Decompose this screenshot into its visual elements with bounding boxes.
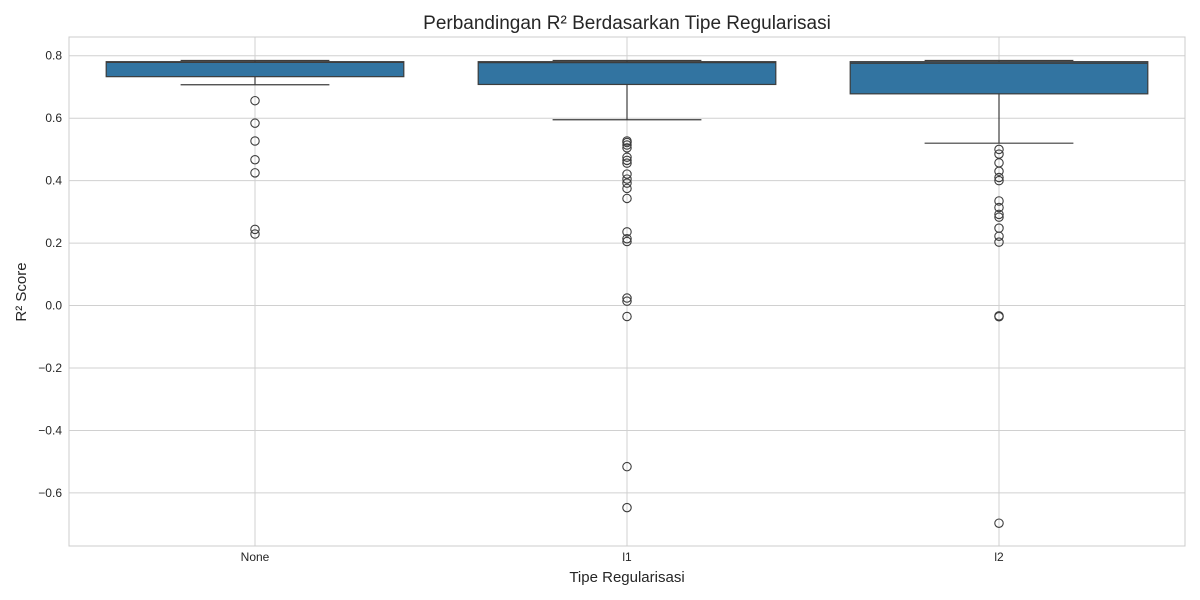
y-axis-label: R² Score	[13, 262, 30, 321]
outlier-point	[622, 236, 632, 247]
outlier-point	[622, 174, 632, 184]
y-tick-label: 0.0	[45, 299, 62, 313]
y-tick-label: 0.4	[45, 174, 62, 188]
chart-title: Perbandingan R² Berdasarkan Tipe Regular…	[423, 13, 831, 34]
box-group-none	[105, 59, 405, 86]
outlier-point	[994, 172, 1004, 183]
outlier-point	[622, 183, 632, 194]
y-tick-label: −0.4	[38, 423, 62, 437]
iqr-box	[849, 61, 1149, 95]
outlier-point	[994, 231, 1004, 241]
outliers	[250, 95, 1004, 528]
outlier-point	[622, 502, 632, 513]
outlier-point	[622, 158, 632, 168]
y-tick-label: −0.2	[38, 361, 62, 375]
outlier-point	[994, 166, 1004, 177]
outlier-point	[250, 168, 260, 178]
boxes	[105, 59, 1149, 144]
outlier-point	[622, 155, 632, 166]
x-tick-label: l1	[622, 550, 632, 564]
outlier-point	[622, 311, 632, 322]
plot-area-frame	[68, 36, 1186, 547]
outlier-point	[250, 229, 260, 239]
outlier-point	[622, 227, 632, 237]
outlier-point	[994, 237, 1004, 247]
outlier-point	[622, 178, 632, 188]
y-tick-label: 0.6	[45, 111, 62, 125]
outlier-point	[622, 152, 632, 162]
outlier-point	[250, 154, 260, 165]
x-tick-label: l2	[994, 550, 1004, 564]
outlier-point	[622, 296, 632, 306]
y-tick-label: 0.8	[45, 49, 62, 63]
outlier-point	[622, 137, 632, 148]
x-tick-label: None	[241, 550, 270, 564]
outlier-point	[994, 518, 1004, 528]
box-group-l1	[477, 59, 777, 121]
outlier-point	[994, 202, 1004, 213]
outlier-point	[250, 118, 260, 128]
outlier-point	[250, 136, 260, 146]
outlier-point	[994, 196, 1004, 206]
iqr-box	[105, 61, 405, 78]
y-tick-labels: 0.8 0.6 0.4 0.2 0.0 −0.2 −0.4 −0.6	[38, 49, 62, 500]
outlier-point	[622, 143, 632, 153]
outlier-point	[622, 233, 632, 244]
box-group-l2	[849, 59, 1149, 144]
outlier-point	[250, 224, 260, 235]
outlier-point	[622, 293, 632, 303]
outlier-point	[994, 209, 1004, 220]
outlier-point	[994, 212, 1004, 222]
outlier-point	[622, 140, 632, 150]
y-tick-label: 0.2	[45, 236, 62, 250]
y-tick-label: −0.6	[38, 486, 62, 500]
outlier-point	[994, 312, 1004, 322]
outlier-point	[622, 169, 632, 179]
outlier-point	[250, 95, 260, 106]
outlier-point	[994, 144, 1004, 155]
iqr-box	[477, 61, 777, 86]
x-axis-label: Tipe Regularisasi	[569, 569, 684, 586]
x-tick-labels: None l1 l2	[241, 550, 1004, 564]
outlier-point	[622, 461, 632, 472]
outlier-point	[622, 193, 632, 204]
outlier-point	[994, 175, 1004, 186]
